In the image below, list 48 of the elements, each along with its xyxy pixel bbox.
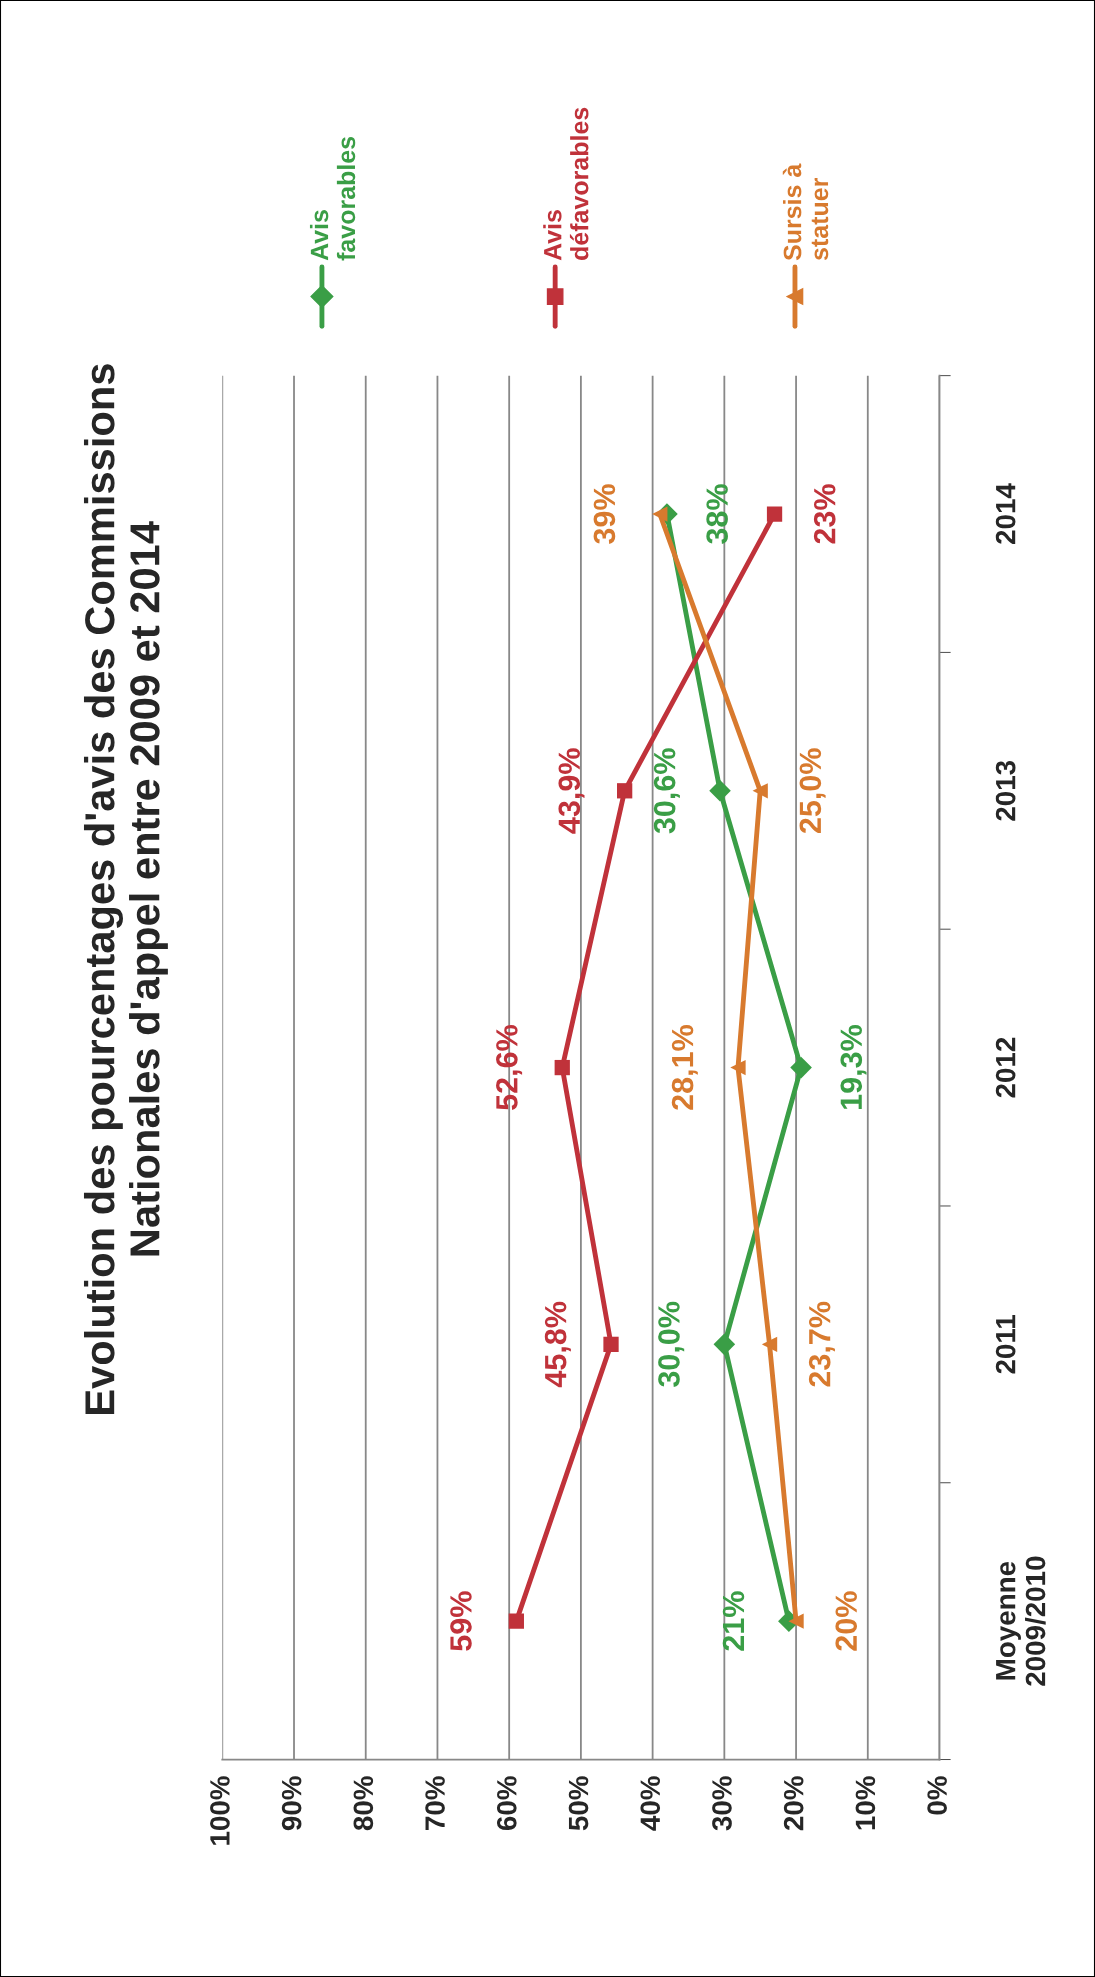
point	[709, 780, 731, 802]
text: Evolution des pourcentages d'avis des Commissions Nationales d'appel entre 2009 et 2014	[83, 364, 168, 1414]
data-label: 28,1%	[671, 1025, 698, 1110]
text: Sursis à statuer	[782, 163, 829, 261]
data-label: 45,8%	[544, 1301, 571, 1388]
text: Avis favorables	[309, 136, 356, 261]
data-label: 30,6%	[653, 748, 680, 834]
y-tick-label: 2012	[995, 1037, 1016, 1098]
data-label: 43,9%	[558, 748, 585, 834]
point	[713, 1333, 736, 1356]
data-label: 21%	[722, 1591, 745, 1651]
point	[761, 1336, 778, 1352]
x-tick-label: 30%	[712, 1776, 732, 1831]
x-tick-label: 20%	[783, 1776, 804, 1831]
point	[730, 1059, 746, 1076]
x-tick-label: 100%	[210, 1776, 230, 1845]
x-tick-label: 50%	[568, 1776, 589, 1831]
point	[554, 1059, 570, 1076]
x-tick-label: 90%	[281, 1776, 302, 1831]
data-label: 20%	[835, 1591, 858, 1651]
x-tick-label: 70%	[425, 1776, 445, 1830]
data-label: 23,7%	[808, 1301, 835, 1387]
x-tick-label: 80%	[353, 1776, 374, 1831]
data-label: 59%	[450, 1591, 472, 1651]
point	[617, 783, 633, 799]
x-tick-label: 10%	[855, 1776, 876, 1830]
data-label: 25,0%	[799, 748, 826, 834]
data-label: 30,0%	[658, 1301, 685, 1387]
y-tick-label: 2014	[995, 483, 1016, 544]
data-label: 52,6%	[496, 1025, 523, 1110]
y-tick-label: 2011	[995, 1315, 1016, 1374]
y-tick-label: Moyenne 2009/2010	[996, 1556, 1046, 1686]
x-tick-label: 40%	[640, 1776, 661, 1831]
point	[766, 506, 783, 522]
point	[508, 1613, 524, 1629]
y-tick-label: 2013	[995, 760, 1016, 821]
data-label: 19,3%	[840, 1025, 867, 1109]
x-tick-label: 60%	[496, 1776, 517, 1831]
point	[752, 783, 768, 799]
point	[603, 1336, 619, 1352]
point	[788, 1613, 804, 1629]
point	[652, 506, 668, 522]
data-label: 23%	[813, 484, 836, 544]
point	[790, 1056, 812, 1079]
text: Avis défavorables	[543, 107, 589, 261]
x-tick-label: 0%	[927, 1776, 947, 1815]
data-label: 38%	[706, 484, 728, 544]
data-label: 39%	[593, 484, 616, 544]
